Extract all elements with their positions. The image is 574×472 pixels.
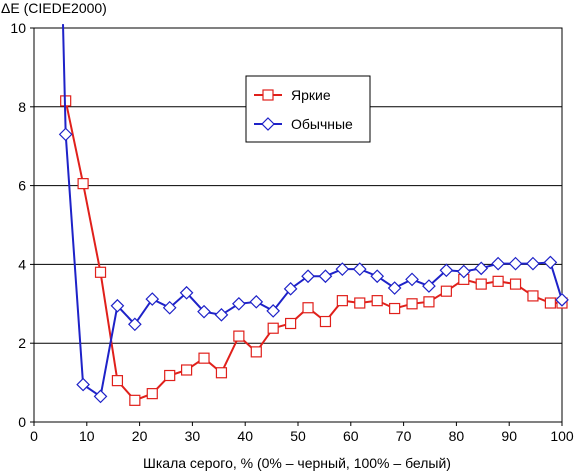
series-normal — [58, 24, 569, 404]
data-point — [527, 290, 539, 302]
data-point — [129, 394, 141, 406]
y-tick-label: 2 — [18, 335, 26, 351]
data-point — [371, 295, 383, 307]
legend-bright-label: Яркие — [291, 87, 331, 103]
data-point — [249, 294, 264, 309]
data-point — [439, 263, 454, 278]
data-point — [543, 255, 558, 270]
data-point — [146, 388, 158, 400]
legend-normal-label: Обычные — [291, 116, 353, 132]
data-point — [164, 369, 176, 382]
x-axis-label: Шкала серого, % (0% – черный, 100% – бел… — [143, 455, 451, 471]
data-point — [319, 315, 332, 328]
data-point — [94, 266, 107, 278]
data-point — [302, 302, 314, 314]
data-point — [406, 298, 418, 310]
data-point — [354, 297, 366, 309]
data-point — [214, 307, 229, 322]
data-point — [127, 317, 142, 332]
x-tick-label: 20 — [132, 428, 148, 444]
data-point — [387, 281, 402, 295]
x-tick-label: 50 — [290, 428, 306, 444]
y-axis-label: ΔE (CIEDE2000) — [1, 0, 107, 16]
series-normal-markers — [58, 127, 569, 404]
y-tick-label: 6 — [18, 178, 26, 194]
data-point — [423, 296, 435, 308]
data-point — [162, 300, 177, 315]
data-point — [197, 304, 211, 319]
x-tick-label: 90 — [501, 428, 517, 444]
data-point — [405, 272, 419, 287]
series-layer — [58, 24, 569, 406]
series-bright-line — [64, 100, 562, 402]
x-tick-label: 100 — [550, 428, 574, 444]
data-point — [267, 322, 279, 334]
data-point — [335, 262, 350, 276]
data-point — [555, 293, 569, 307]
legend-normal-marker — [261, 117, 275, 131]
data-point — [233, 330, 245, 342]
data-point — [352, 262, 367, 276]
x-tick-label: 30 — [185, 428, 201, 444]
data-point — [422, 279, 436, 293]
data-point — [232, 296, 246, 311]
x-tick-label: 60 — [343, 428, 359, 444]
data-point — [111, 375, 124, 387]
y-tick-label: 8 — [18, 99, 26, 115]
data-point — [180, 364, 193, 376]
legend: Яркие Обычные — [245, 75, 371, 143]
data-point — [93, 389, 108, 404]
legend-item-bright: Яркие — [254, 87, 331, 103]
data-point — [336, 295, 348, 307]
data-point — [215, 367, 228, 379]
data-point — [76, 377, 90, 392]
legend-bright-marker — [262, 89, 274, 101]
legend-box — [245, 75, 371, 143]
data-point — [285, 317, 297, 330]
data-point — [509, 278, 522, 290]
x-tick-label: 80 — [449, 428, 465, 444]
data-point — [389, 302, 401, 315]
data-point — [492, 275, 504, 287]
y-tick-label: 10 — [10, 20, 26, 36]
data-point — [77, 178, 89, 190]
data-point — [440, 285, 452, 297]
data-point — [301, 269, 315, 284]
data-point — [198, 352, 210, 364]
data-point — [475, 278, 487, 290]
data-point — [110, 298, 125, 313]
x-tick-label: 0 — [30, 428, 38, 444]
x-tick-label: 10 — [79, 428, 95, 444]
y-tick-label: 4 — [18, 256, 26, 272]
data-point — [544, 297, 556, 309]
data-point — [318, 269, 333, 284]
data-point — [474, 261, 489, 276]
data-point — [58, 127, 73, 142]
data-point — [179, 285, 194, 300]
data-point — [491, 256, 505, 271]
data-point — [456, 264, 471, 279]
legend-item-normal: Обычные — [254, 116, 353, 132]
data-point — [250, 346, 262, 358]
y-tick-label: 0 — [18, 414, 26, 430]
data-point — [145, 292, 160, 306]
data-point — [526, 256, 540, 271]
data-point — [508, 256, 523, 271]
x-tick-label: 40 — [237, 428, 253, 444]
x-tick-label: 70 — [396, 428, 412, 444]
data-point — [283, 281, 298, 296]
data-point — [266, 304, 281, 318]
data-point — [370, 269, 385, 284]
